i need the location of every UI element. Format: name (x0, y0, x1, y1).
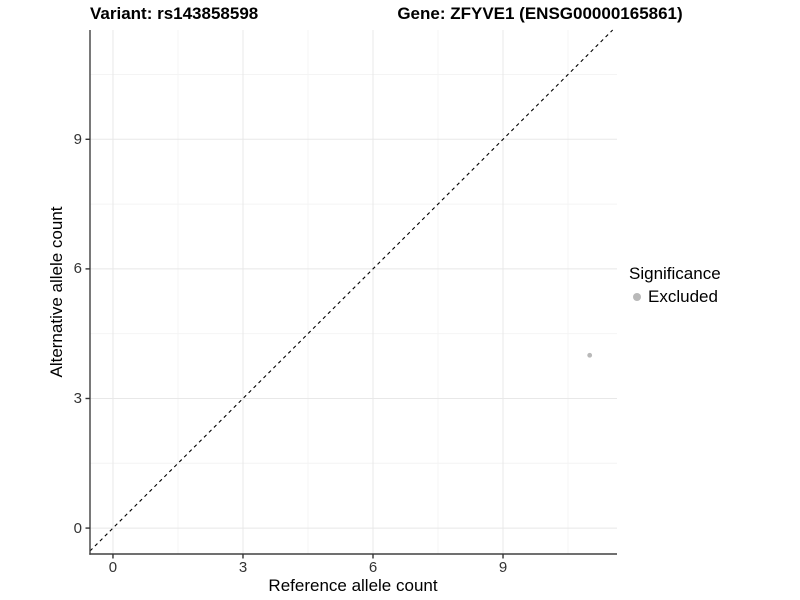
plot-title-gene: Gene: ZFYVE1 (ENSG00000165861) (397, 4, 683, 23)
y-tick-label: 9 (73, 130, 82, 148)
legend-item-excluded: Excluded (629, 287, 721, 307)
y-axis-title: Alternative allele count (47, 206, 66, 378)
data-point (587, 352, 593, 358)
y-tick-label: 3 (73, 389, 82, 407)
y-tick-label: 0 (73, 519, 82, 537)
x-tick-label: 0 (108, 559, 118, 576)
x-axis-title: Reference allele count (268, 576, 438, 595)
plot-title-variant: Variant: rs143858598 (90, 4, 259, 23)
identity-dashed-line (89, 29, 614, 552)
legend: Significance Excluded (629, 264, 721, 307)
legend-title: Significance (629, 264, 721, 283)
x-tick-label: 6 (368, 559, 378, 576)
legend-point-icon (633, 293, 641, 301)
legend-item-label: Excluded (648, 287, 718, 306)
y-tick-label: 6 (73, 260, 82, 278)
x-tick-label: 3 (238, 559, 248, 576)
x-tick-label: 9 (498, 559, 508, 576)
